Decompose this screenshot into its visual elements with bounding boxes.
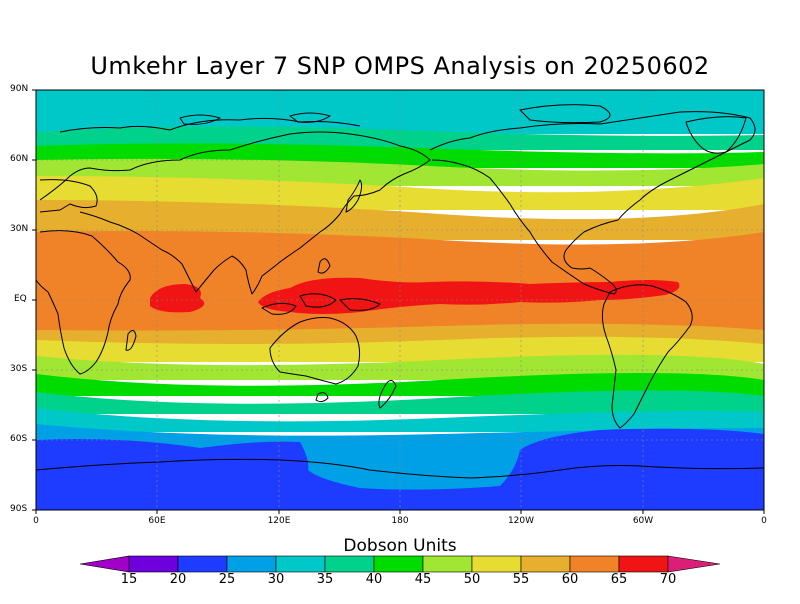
lon-label-120e: 120E xyxy=(267,516,291,526)
colorbar-swatch xyxy=(618,555,669,573)
colorbar-swatch xyxy=(177,555,228,573)
colorbar-label: 55 xyxy=(512,572,530,587)
colorbar-label: 35 xyxy=(316,572,334,587)
lon-label-180: 180 xyxy=(391,516,409,526)
colorbar-label: 15 xyxy=(120,572,138,587)
colorbar-label: 20 xyxy=(169,572,187,587)
lat-label-90s: 90S xyxy=(10,504,28,514)
colorbar-label: 40 xyxy=(365,572,383,587)
lon-label-60e: 60E xyxy=(148,516,166,526)
lat-label-60s: 60S xyxy=(10,434,28,444)
colorbar-swatch xyxy=(569,555,620,573)
lon-label-0: 0 xyxy=(33,516,39,526)
colorbar-label: 45 xyxy=(414,572,432,587)
colorbar-label: 60 xyxy=(561,572,579,587)
lon-label-120w: 120W xyxy=(507,516,535,526)
colorbar-high-arrow xyxy=(667,555,721,573)
graticule xyxy=(36,90,764,510)
colorbar-swatch xyxy=(520,555,571,573)
colorbar-label: 65 xyxy=(610,572,628,587)
colorbar-swatch xyxy=(422,555,473,573)
lon-label-60w: 60W xyxy=(632,516,654,526)
colorbar-swatch xyxy=(373,555,424,573)
colorbar-title: Dobson Units xyxy=(343,536,457,556)
lon-label-0-end: 0 xyxy=(761,516,767,526)
colorbar-label: 50 xyxy=(463,572,481,587)
lat-label-30n: 30N xyxy=(10,224,29,234)
lat-label-90n: 90N xyxy=(10,84,29,94)
lat-label-30s: 30S xyxy=(10,364,28,374)
axis-ticks xyxy=(32,89,765,514)
lat-label-60n: 60N xyxy=(10,154,29,164)
colorbar-swatch xyxy=(128,555,179,573)
colorbar-label: 70 xyxy=(659,572,677,587)
map-title: Umkehr Layer 7 SNP OMPS Analysis on 2025… xyxy=(90,52,710,80)
colorbar-label: 25 xyxy=(218,572,236,587)
lat-label-eq: EQ xyxy=(14,294,27,304)
colorbar-swatch xyxy=(471,555,522,573)
colorbar-low-arrow xyxy=(79,555,130,573)
coastlines xyxy=(36,104,764,479)
colorbar-swatch xyxy=(226,555,277,573)
colorbar-label: 30 xyxy=(267,572,285,587)
colorbar-swatch xyxy=(275,555,326,573)
colorbar xyxy=(79,555,721,573)
colorbar-swatch xyxy=(324,555,375,573)
